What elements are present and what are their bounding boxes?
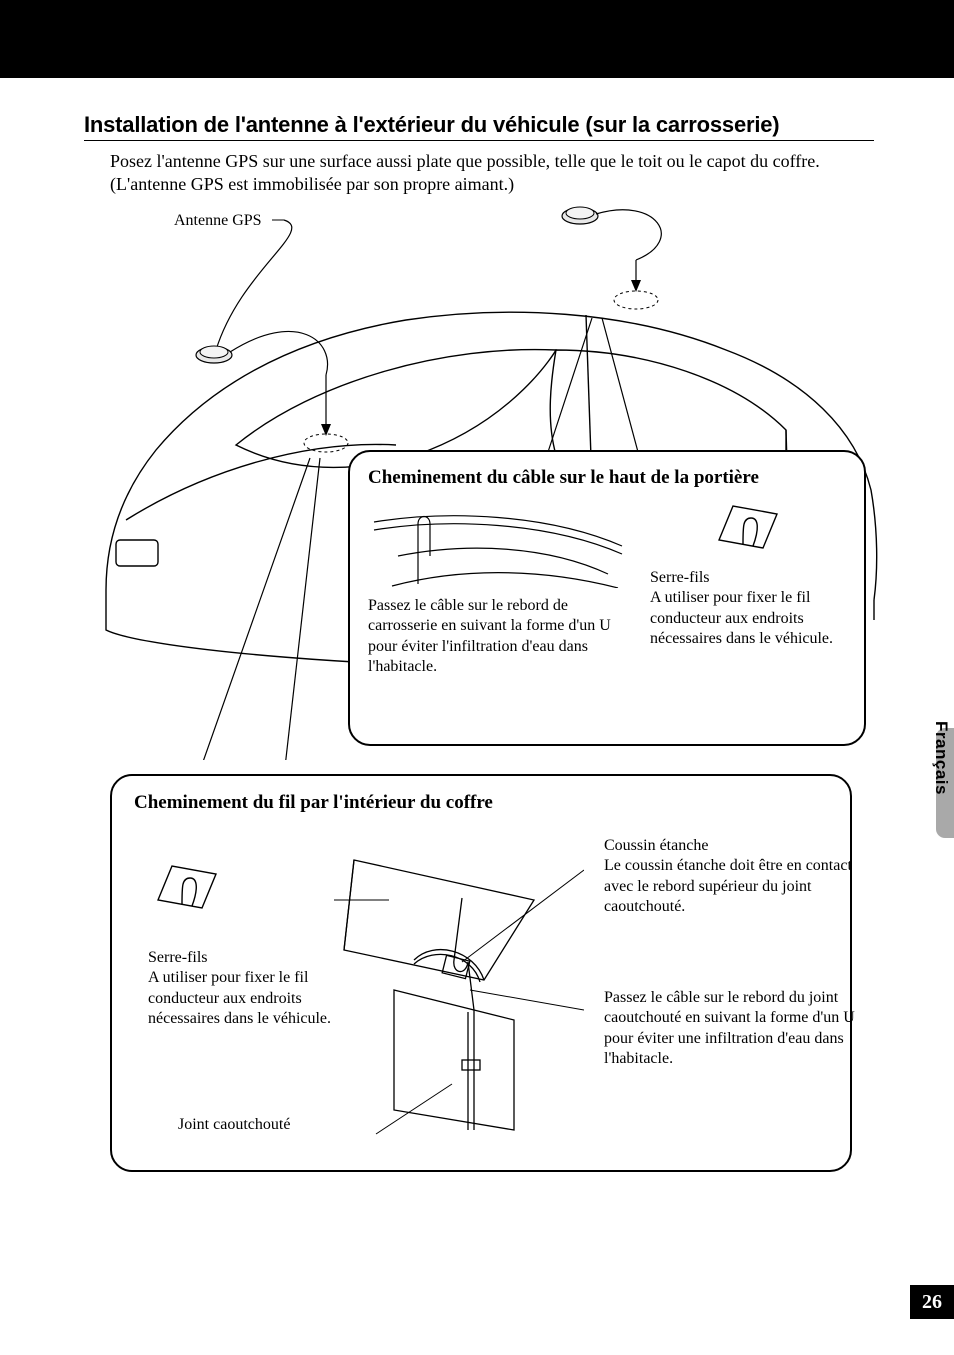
serre-fils-label-1: Serre-fils [650,569,710,586]
title-rule [84,140,874,141]
cushion-title: Coussin étanche [604,837,708,854]
callout-door-title: Cheminement du câble sur le haut de la p… [368,466,846,490]
page-title: Installation de l'antenne à l'extérieur … [84,112,779,138]
page: Installation de l'antenne à l'extérieur … [0,0,954,1355]
intro-text: Posez l'antenne GPS sur une surface auss… [110,150,870,196]
callout-door: Cheminement du câble sur le haut de la p… [348,450,866,746]
serre-fils-label-2: Serre-fils [148,949,208,966]
trunk-routing-figure [334,840,584,1140]
joint-label: Joint caoutchouté [178,1116,290,1134]
top-bar [0,0,954,78]
clip-figure-1 [650,496,846,560]
callout-trunk-title: Cheminement du fil par l'intérieur du co… [134,792,830,814]
serre-fils-text-1: A utiliser pour fixer le fil conducteur … [650,589,833,647]
door-left-text: Passez le câble sur le rebord de carross… [368,596,628,678]
language-tab: Français [931,713,951,803]
door-routing-figure [368,496,628,588]
page-number: 26 [910,1285,954,1319]
route-text: Passez le câble sur le rebord du joint c… [604,988,864,1070]
serre-fils-text-2: A utiliser pour fixer le fil conducteur … [148,969,331,1027]
trunk-serre-text: Serre-fils A utiliser pour fixer le fil … [148,948,358,1030]
clip-figure-2 [152,856,222,917]
cushion-text: Coussin étanche Le coussin étanche doit … [604,836,854,918]
cushion-body: Le coussin étanche doit être en contact … [604,857,852,915]
callout-trunk: Cheminement du fil par l'intérieur du co… [110,774,852,1172]
door-right-text: Serre-fils A utiliser pour fixer le fil … [650,568,846,650]
